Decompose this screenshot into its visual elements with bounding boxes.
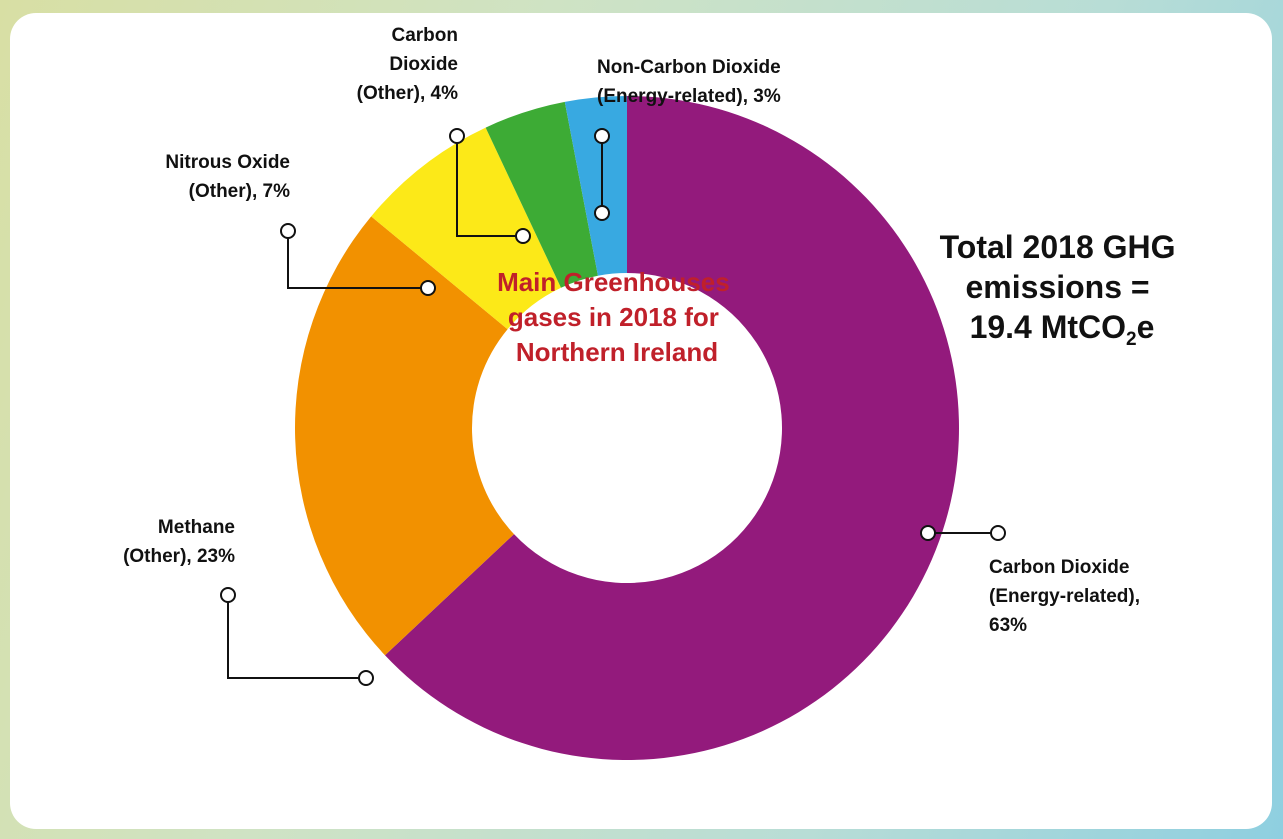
leader-dot-carbon-dioxide-other-start [515, 228, 531, 244]
slices-group [295, 96, 959, 761]
slice-label-carbon-dioxide-energy-related-line-1: Carbon Dioxide [989, 557, 1129, 578]
center-title-line-2: gases in 2018 for [508, 302, 719, 332]
total-line-1: Total 2018 GHG [940, 229, 1176, 265]
slice-label-carbon-dioxide-energy-related: Carbon Dioxide (Energy-related), 63% [989, 557, 1140, 636]
chart-card: Carbon Dioxide (Energy-related), 63% Methan… [10, 13, 1272, 829]
leader-dot-non-carbon-dioxide-energy-related-start [594, 205, 610, 221]
slice-carbon-dioxide-energy-related [384, 96, 959, 761]
leader-dot-non-carbon-dioxide-energy-related-end [594, 128, 610, 144]
total-line-3: 19.4 MtCO2e [970, 309, 1155, 350]
slice-label-non-carbon-dioxide-energy-related-line-2: (Energy-related), 3% [597, 86, 781, 107]
slice-label-methane-other-line-2: (Other), 23% [123, 546, 235, 567]
center-title: Main Greenhouses gases in 2018 for North… [497, 267, 737, 367]
leader-dot-methane-other-end [220, 587, 236, 603]
slice-label-nitrous-oxide-other-line-2: (Other), 7% [189, 181, 290, 202]
leader-line-nitrous-oxide-other [287, 231, 428, 289]
slice-methane-other [295, 216, 515, 656]
slice-label-carbon-dioxide-other-line-2: Dioxide [389, 54, 458, 75]
leader-dot-nitrous-oxide-other-start [420, 280, 436, 296]
slice-label-carbon-dioxide-other: Carbon Dioxide (Other), 4% [357, 25, 458, 104]
center-title-line-1: Main Greenhouses [497, 267, 730, 297]
slice-label-carbon-dioxide-other-line-1: Carbon [392, 25, 459, 46]
leader-dot-carbon-dioxide-energy-related-end [990, 525, 1006, 541]
donut-chart: Carbon Dioxide (Energy-related), 63% Methan… [123, 25, 1185, 761]
slice-label-non-carbon-dioxide-energy-related-line-1: Non-Carbon Dioxide [597, 57, 781, 78]
leader-dot-carbon-dioxide-energy-related-start [920, 525, 936, 541]
leader-dot-methane-other-start [358, 670, 374, 686]
leader-dot-carbon-dioxide-other-end [449, 128, 465, 144]
slice-label-non-carbon-dioxide-energy-related: Non-Carbon Dioxide (Energy-related), 3% [597, 57, 781, 107]
total-subscript: 2 [1126, 329, 1137, 350]
slice-label-carbon-dioxide-energy-related-line-3: 63% [989, 615, 1027, 636]
slice-label-nitrous-oxide-other: Nitrous Oxide (Other), 7% [165, 152, 290, 202]
slice-label-carbon-dioxide-other-line-3: (Other), 4% [357, 83, 458, 104]
slice-label-nitrous-oxide-other-line-1: Nitrous Oxide [165, 152, 290, 173]
leader-line-methane-other [227, 595, 366, 679]
leader-dot-nitrous-oxide-other-end [280, 223, 296, 239]
slice-nitrous-oxide-other [371, 127, 562, 330]
slice-non-carbon-dioxide-energy-related [564, 96, 627, 276]
slice-labels-group: Carbon Dioxide (Energy-related), 63% Methan… [123, 25, 1140, 636]
slice-label-methane-other-line-1: Methane [158, 517, 235, 538]
total-line-2: emissions = [966, 269, 1150, 305]
center-title-line-3: Northern Ireland [516, 337, 718, 367]
slice-carbon-dioxide-other [485, 101, 598, 288]
total-suffix: e [1137, 309, 1155, 345]
leader-line-carbon-dioxide-other [456, 136, 523, 237]
slice-label-methane-other: Methane (Other), 23% [123, 517, 235, 567]
leader-lines-group [220, 128, 1006, 686]
slice-label-carbon-dioxide-energy-related-line-2: (Energy-related), [989, 586, 1140, 607]
total-emissions: Total 2018 GHG emissions = 19.4 MtCO2e [940, 229, 1185, 350]
total-value: 19.4 MtCO [970, 309, 1126, 345]
